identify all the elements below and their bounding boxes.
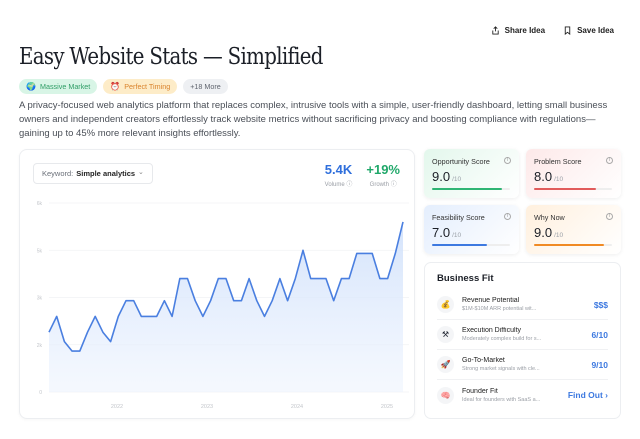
row-desc: Ideal for founders with SaaS a... [462, 396, 541, 403]
growth-value: +19% [366, 162, 400, 177]
score-bar [534, 244, 612, 246]
growth-label: Growth [369, 182, 390, 188]
svg-text:5k: 5k [37, 248, 43, 254]
keyword-dropdown[interactable]: Keyword: Simple analytics ⌄ [33, 163, 153, 184]
score-value: 9.0 [534, 225, 553, 240]
keyword-stats: 5.4K Volume ⓘ +19% Growth ⓘ [325, 162, 400, 188]
globe-icon: 🌍 [26, 82, 36, 91]
problem-score-card: Problem Score i 8.0/10 [526, 149, 621, 198]
tag-label: +18 More [190, 82, 221, 91]
row-desc: $1M-$10M ARR potential wit... [462, 306, 537, 312]
save-idea-label: Save Idea [577, 26, 614, 35]
keyword-value: Simple analytics [76, 169, 136, 178]
score-max: /10 [554, 176, 564, 183]
top-actions: Share Idea Save Idea [491, 26, 614, 35]
volume-stat: 5.4K Volume ⓘ [325, 162, 353, 188]
tag-list: 🌍 Massive Market ⏰ Perfect Timing +18 Mo… [19, 79, 228, 94]
tag-perfect-timing[interactable]: ⏰ Perfect Timing [103, 79, 178, 94]
volume-value: 5.4K [324, 162, 353, 177]
svg-text:2022: 2022 [111, 404, 123, 410]
business-fit-card: Business Fit 💰 Revenue Potential $1M-$10M… [424, 262, 621, 419]
brain-icon: 🧠 [437, 386, 454, 404]
row-title: Execution Difficulty [462, 327, 522, 334]
description: A privacy-focused web analytics platform… [19, 100, 608, 139]
svg-text:6k: 6k [37, 201, 43, 207]
share-idea-button[interactable]: Share Idea [491, 26, 545, 35]
score-max: /10 [452, 232, 462, 239]
row-title: Revenue Potential [462, 297, 520, 304]
svg-text:3k: 3k [37, 296, 43, 302]
keyword-label: Keyword: [42, 169, 74, 178]
row-desc: Moderately complex build for s... [462, 336, 542, 342]
score-value: 9.0 [432, 169, 451, 184]
find-out-link[interactable]: Find Out › [567, 390, 608, 400]
save-idea-button[interactable]: Save Idea [563, 26, 614, 35]
volume-label: Volume [324, 182, 345, 188]
page-title: Easy Website Stats — Simplified [19, 44, 323, 70]
score-bar [432, 244, 510, 246]
business-fit-title: Business Fit [437, 273, 494, 284]
svg-text:0: 0 [39, 390, 42, 396]
tag-massive-market[interactable]: 🌍 Massive Market [19, 79, 98, 94]
score-label: Problem Score [534, 157, 582, 166]
feasibility-score-card: Feasibility Score i 7.0/10 [424, 205, 519, 254]
score-bar [534, 188, 612, 190]
opportunity-score-card: Opportunity Score i 9.0/10 [424, 149, 519, 198]
info-icon[interactable]: i [606, 157, 613, 164]
chevron-down-icon: ⌄ [138, 169, 144, 176]
tag-label: Massive Market [39, 82, 91, 91]
founder-fit-row[interactable]: 🧠 Founder Fit Ideal for founders with Saa… [437, 380, 608, 410]
money-bag-icon: 💰 [437, 296, 454, 313]
svg-text:2k: 2k [37, 343, 43, 349]
hammer-wrench-icon: ⚒ [437, 326, 454, 343]
tag-label: Perfect Timing [124, 82, 171, 91]
score-max: /10 [452, 176, 462, 183]
row-title: Go-To-Market [462, 357, 505, 364]
score-bar [432, 188, 510, 190]
go-to-market-row[interactable]: 🚀 Go-To-Market Strong market signals with… [437, 350, 608, 380]
tag-more[interactable]: +18 More [183, 79, 228, 94]
info-icon[interactable]: ⓘ [346, 182, 353, 188]
score-label: Feasibility Score [432, 213, 485, 222]
row-value: 6/10 [591, 329, 608, 340]
info-icon[interactable]: ⓘ [390, 182, 397, 188]
trend-chart-card: Keyword: Simple analytics ⌄ 5.4K Volume … [19, 149, 415, 419]
svg-text:2025: 2025 [381, 404, 393, 410]
share-icon [491, 26, 499, 35]
revenue-potential-row[interactable]: 💰 Revenue Potential $1M-$10M ARR potentia… [437, 290, 608, 320]
info-icon[interactable]: i [606, 213, 613, 220]
row-title: Founder Fit [462, 387, 498, 395]
growth-stat: +19% Growth ⓘ [366, 162, 400, 188]
score-label: Why Now [534, 213, 565, 222]
execution-difficulty-row[interactable]: ⚒ Execution Difficulty Moderately complex… [437, 320, 608, 350]
score-label: Opportunity Score [432, 157, 490, 166]
row-desc: Strong market signals with cle... [462, 366, 540, 372]
info-icon[interactable]: i [504, 213, 511, 220]
score-value: 8.0 [534, 169, 553, 184]
alarm-clock-icon: ⏰ [110, 82, 121, 91]
why-now-score-card: Why Now i 9.0/10 [526, 205, 621, 254]
info-icon[interactable]: i [504, 157, 511, 164]
share-idea-label: Share Idea [504, 26, 546, 35]
rocket-icon: 🚀 [437, 356, 454, 373]
score-max: /10 [554, 232, 564, 239]
score-value: 7.0 [432, 225, 451, 240]
bookmark-icon [564, 26, 571, 35]
row-value: $$$ [593, 299, 608, 310]
volume-line-chart[interactable]: 0 2k 3k 5k 6k 2022 2023 2024 2025 [20, 190, 416, 418]
row-value: 9/10 [591, 359, 608, 370]
svg-text:2023: 2023 [201, 404, 213, 410]
svg-text:2024: 2024 [291, 404, 303, 410]
